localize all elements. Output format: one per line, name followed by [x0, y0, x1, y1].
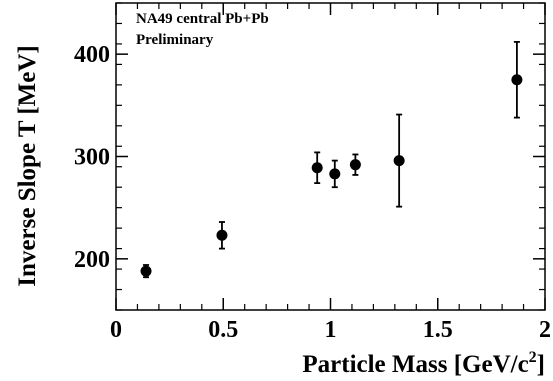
data-point — [216, 221, 228, 250]
data-marker — [349, 159, 361, 171]
data-point — [511, 40, 523, 119]
data-marker — [311, 162, 323, 174]
y-tick-label: 300 — [74, 145, 110, 171]
data-points — [140, 40, 523, 279]
data-marker — [216, 229, 228, 241]
y-tick-label: 200 — [74, 247, 110, 273]
x-tick-label: 0 — [110, 317, 122, 343]
tick-labels: 0 0.5 1 1.5 2 200 300 400 — [74, 42, 551, 343]
data-point — [311, 151, 323, 185]
y-axis-title: Inverse Slope T [MeV] — [14, 45, 41, 286]
y-tick-label: 400 — [74, 42, 110, 68]
data-marker — [140, 265, 152, 277]
data-point — [349, 153, 361, 176]
axis-ticks — [115, 2, 546, 311]
x-tick-label: 1.5 — [423, 317, 453, 343]
data-marker — [511, 74, 523, 86]
x-tick-label: 0.5 — [208, 317, 238, 343]
plot-frame — [115, 2, 546, 311]
data-point — [329, 159, 341, 189]
x-axis-title-end: ] — [537, 351, 545, 378]
annotation-line-1: NA49 central Pb+Pb — [136, 11, 269, 27]
x-tick-label: 2 — [539, 317, 551, 343]
data-marker — [393, 155, 405, 167]
data-point — [393, 113, 405, 208]
x-axis-title-main: Particle Mass [GeV/c — [302, 351, 528, 378]
data-marker — [329, 168, 341, 180]
x-tick-label: 1 — [325, 317, 337, 343]
x-axis-title: Particle Mass [GeV/c2] — [302, 349, 545, 378]
data-point — [140, 264, 152, 279]
x-axis-title-sup: 2 — [529, 349, 537, 366]
annotation-line-2: Preliminary — [136, 32, 214, 48]
